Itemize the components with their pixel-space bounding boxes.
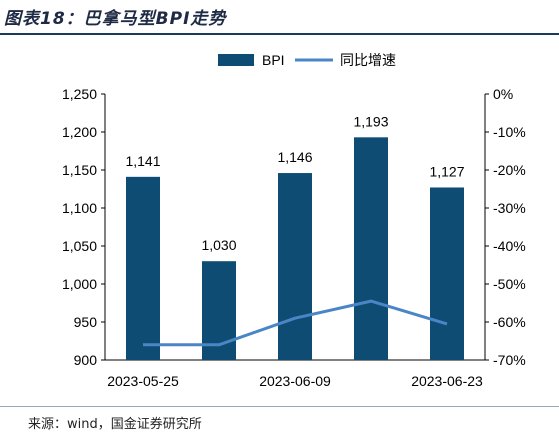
footer-divider xyxy=(0,406,559,407)
growth-line xyxy=(143,299,448,347)
left-tick-label: 1,250 xyxy=(62,86,97,102)
right-tick-label: -10% xyxy=(493,124,526,140)
bar-value-label: 1,127 xyxy=(429,163,464,179)
right-tick-label: -60% xyxy=(493,314,526,330)
left-tick-label: 900 xyxy=(74,352,98,368)
legend: BPI 同比增速 xyxy=(218,52,396,68)
line-series xyxy=(143,299,448,347)
left-tick-label: 1,100 xyxy=(62,200,97,216)
bar-2023-06-23 xyxy=(430,187,464,360)
figure-title: 图表18：巴拿马型BPI走势 xyxy=(4,9,227,29)
right-tick-label: -50% xyxy=(493,276,526,292)
x-tick-label: 2023-05-25 xyxy=(107,373,179,389)
bar-2023-06-16 xyxy=(354,137,388,360)
axes: 900 950 1,000 1,050 1,100 1,150 1,200 1,250 -70%… xyxy=(62,86,526,389)
bar-value-label: 1,030 xyxy=(201,237,236,253)
bar-value-label: 1,193 xyxy=(353,113,388,129)
legend-swatch-bpi xyxy=(218,54,254,66)
right-tick-label: -40% xyxy=(493,238,526,254)
source-note: 来源：wind，国金证券研究所 xyxy=(28,417,202,432)
bar-2023-05-25 xyxy=(126,176,160,360)
left-tick-label: 1,200 xyxy=(62,124,97,140)
right-tick-label: -30% xyxy=(493,200,526,216)
left-tick-label: 1,150 xyxy=(62,162,97,178)
right-tick-label: 0% xyxy=(493,86,513,102)
right-tick-label: -20% xyxy=(493,162,526,178)
x-tick-label: 2023-06-09 xyxy=(259,373,331,389)
left-tick-label: 1,000 xyxy=(62,276,97,292)
bar-2023-06-09 xyxy=(278,173,312,360)
title-divider xyxy=(0,33,559,35)
legend-label-bpi: BPI xyxy=(262,52,285,68)
right-tick-label: -70% xyxy=(493,352,526,368)
data-labels: 1,141 1,030 1,146 1,193 1,127 xyxy=(125,113,464,253)
bar-series xyxy=(126,137,464,360)
bar-value-label: 1,141 xyxy=(125,153,160,169)
left-tick-label: 950 xyxy=(74,314,98,330)
bar-value-label: 1,146 xyxy=(277,149,312,165)
legend-label-growth: 同比增速 xyxy=(340,52,396,68)
left-tick-label: 1,050 xyxy=(62,238,97,254)
x-tick-label: 2023-06-23 xyxy=(411,373,483,389)
